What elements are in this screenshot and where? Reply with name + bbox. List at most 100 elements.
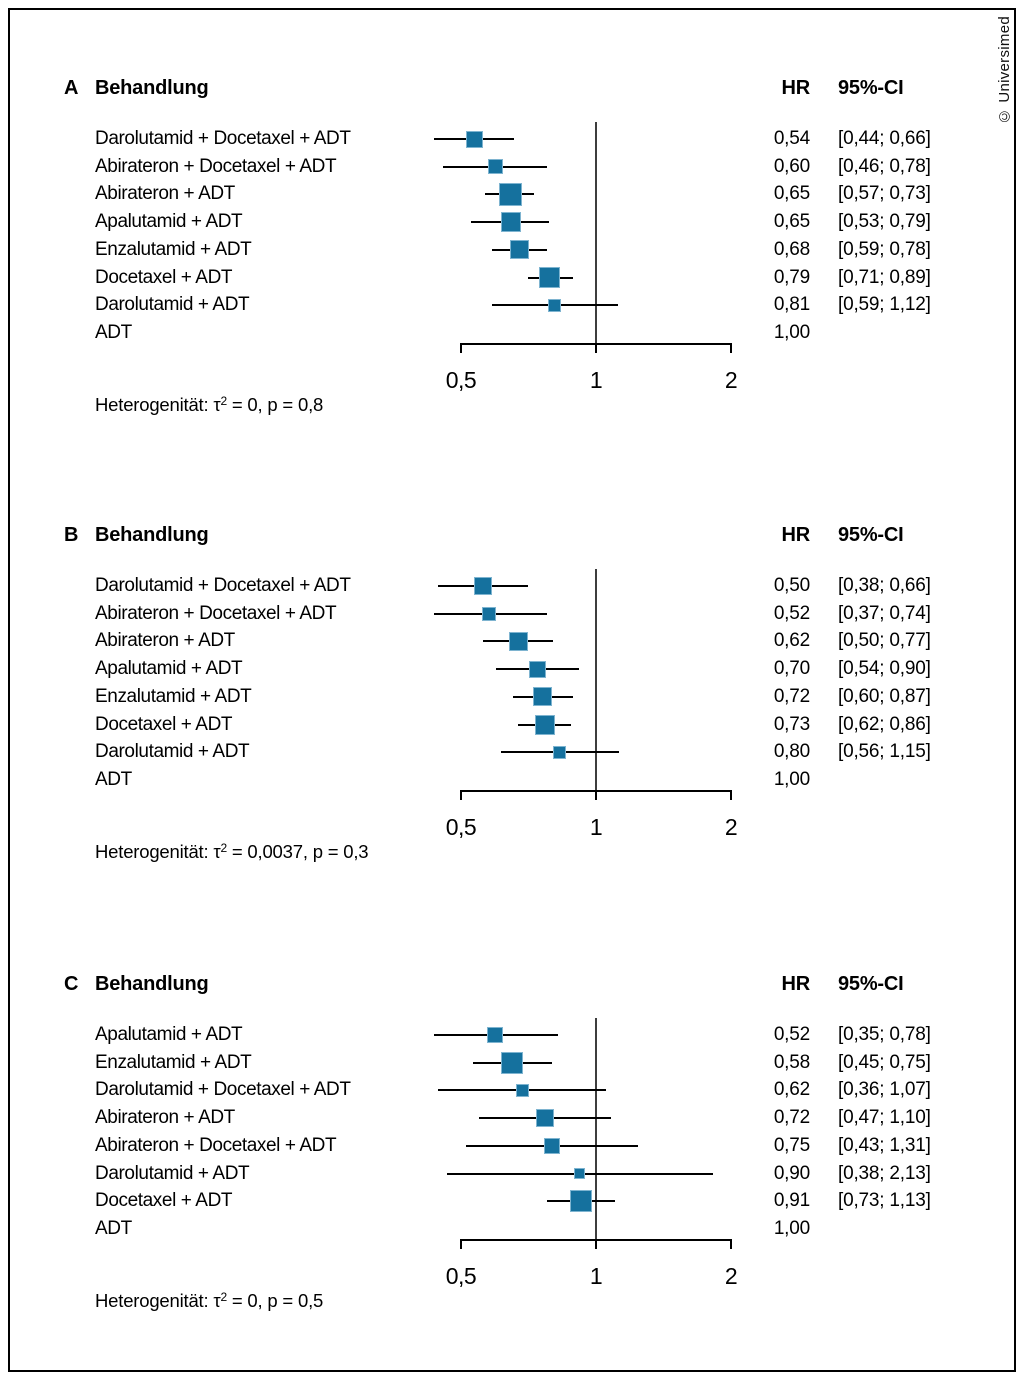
ci-value: [0,73; 1,13] — [838, 1190, 931, 1212]
hr-marker — [474, 577, 492, 595]
column-header-ci: 95%-CI — [838, 973, 904, 995]
hr-value: 0,60 — [773, 155, 810, 177]
hr-marker — [500, 212, 521, 233]
treatment-label: Darolutamid + Docetaxel + ADT — [95, 128, 351, 149]
heterogeneity-values: = 0, p = 0,5 — [226, 1290, 324, 1311]
treatment-label: Abirateron + ADT — [95, 630, 235, 652]
hr-value: 0,80 — [773, 741, 810, 763]
column-header-hr: HR — [781, 524, 811, 546]
x-axis-tick-label: 0,5 — [445, 814, 477, 840]
ci-value: [0,53; 0,79] — [838, 211, 931, 233]
ci-value: [0,38; 2,13] — [838, 1162, 931, 1184]
hr-value: 1,00 — [773, 321, 810, 343]
x-axis-tick-label: 2 — [724, 367, 738, 393]
column-header-treatment: Behandlung — [95, 77, 209, 99]
column-header-treatment: Behandlung — [95, 973, 209, 995]
hr-marker — [482, 606, 497, 621]
x-axis-tick — [730, 343, 732, 353]
hr-value: 0,75 — [773, 1134, 810, 1156]
hr-marker — [536, 1109, 555, 1128]
heterogeneity-note: Heterogenität: τ2 = 0,0037, p = 0,3 — [95, 841, 369, 863]
column-header-hr: HR — [781, 973, 811, 995]
treatment-label: Darolutamid + Docetaxel + ADT — [95, 575, 351, 596]
treatment-label: Abirateron + ADT — [95, 183, 235, 205]
ci-value: [0,59; 0,78] — [838, 238, 931, 260]
column-header-ci: 95%-CI — [838, 77, 904, 99]
x-axis-tick — [460, 343, 462, 353]
treatment-label: Abirateron + ADT — [95, 1107, 235, 1129]
ci-value: [0,60; 0,87] — [838, 685, 931, 707]
treatment-label: Enzalutamid + ADT — [95, 238, 252, 260]
ci-value: [0,44; 0,66] — [838, 128, 931, 149]
hr-value: 0,50 — [773, 575, 810, 596]
hr-marker — [534, 714, 555, 735]
hr-marker — [487, 1027, 504, 1043]
hr-marker — [508, 631, 528, 651]
ci-value: [0,57; 0,73] — [838, 183, 931, 205]
hr-value: 1,00 — [773, 768, 810, 790]
x-axis-tick — [595, 343, 597, 353]
treatment-label: Darolutamid + Docetaxel + ADT — [95, 1079, 351, 1101]
hr-value: 0,72 — [773, 1107, 810, 1129]
x-axis-tick-label: 2 — [724, 1263, 738, 1289]
heterogeneity-values: = 0, p = 0,8 — [226, 394, 324, 415]
x-axis-tick-label: 1 — [589, 1263, 603, 1289]
hr-value: 0,79 — [773, 266, 810, 288]
ci-value: [0,47; 1,10] — [838, 1107, 931, 1129]
ci-value: [0,45; 0,75] — [838, 1051, 931, 1073]
hr-value: 0,65 — [773, 211, 810, 233]
x-axis-tick-label: 2 — [724, 814, 738, 840]
hr-value: 0,62 — [773, 1079, 810, 1101]
x-axis-tick — [595, 790, 597, 800]
figure-border — [8, 8, 1016, 1372]
treatment-label: Apalutamid + ADT — [95, 211, 243, 233]
hr-value: 0,52 — [773, 1024, 810, 1045]
x-axis-tick — [730, 790, 732, 800]
hr-marker — [529, 660, 547, 678]
x-axis-tick-label: 1 — [589, 814, 603, 840]
hr-value: 1,00 — [773, 1217, 810, 1239]
hr-value: 0,73 — [773, 713, 810, 735]
treatment-label: Enzalutamid + ADT — [95, 685, 252, 707]
hr-value: 0,70 — [773, 658, 810, 680]
hr-value: 0,58 — [773, 1051, 810, 1073]
treatment-label: Darolutamid + ADT — [95, 741, 250, 763]
treatment-label: Enzalutamid + ADT — [95, 1051, 252, 1073]
hr-value: 0,68 — [773, 238, 810, 260]
ci-value: [0,35; 0,78] — [838, 1024, 931, 1045]
tau-superscript: 2 — [220, 1290, 227, 1304]
treatment-label: Docetaxel + ADT — [95, 266, 233, 288]
hr-marker — [465, 130, 483, 148]
panel-letter: A — [64, 77, 79, 99]
x-axis-tick — [595, 1239, 597, 1249]
treatment-label: Abirateron + Docetaxel + ADT — [95, 1134, 337, 1156]
treatment-label: Abirateron + Docetaxel + ADT — [95, 155, 337, 177]
ci-value: [0,56; 1,15] — [838, 741, 931, 763]
ci-value: [0,54; 0,90] — [838, 658, 931, 680]
treatment-label: Darolutamid + ADT — [95, 294, 250, 316]
hr-marker — [570, 1190, 593, 1213]
ci-value: [0,71; 0,89] — [838, 266, 931, 288]
x-axis-tick — [730, 1239, 732, 1249]
hr-marker — [515, 1083, 529, 1097]
heterogeneity-note: Heterogenität: τ2 = 0, p = 0,5 — [95, 1290, 323, 1312]
treatment-label: ADT — [95, 1217, 132, 1239]
hr-value: 0,81 — [773, 294, 810, 316]
hr-value: 0,90 — [773, 1162, 810, 1184]
column-header-hr: HR — [781, 77, 811, 99]
column-header-treatment: Behandlung — [95, 524, 209, 546]
treatment-label: Abirateron + Docetaxel + ADT — [95, 602, 337, 624]
hr-value: 0,52 — [773, 602, 810, 624]
panel-letter: B — [64, 524, 79, 546]
panel-c: C Behandlung HR 95%-CI Apalutamid + ADT 0,52[… — [0, 896, 1024, 1346]
heterogeneity-values: = 0,0037, p = 0,3 — [226, 841, 369, 862]
treatment-label: Docetaxel + ADT — [95, 713, 233, 735]
ci-value: [0,38; 0,66] — [838, 575, 931, 596]
heterogeneity-text: Heterogenität: τ — [95, 394, 221, 415]
ci-value: [0,62; 0,86] — [838, 713, 931, 735]
hr-value: 0,54 — [773, 128, 810, 149]
panel-letter: C — [64, 973, 79, 995]
ci-value: [0,37; 0,74] — [838, 602, 931, 624]
heterogeneity-text: Heterogenität: τ — [95, 841, 221, 862]
